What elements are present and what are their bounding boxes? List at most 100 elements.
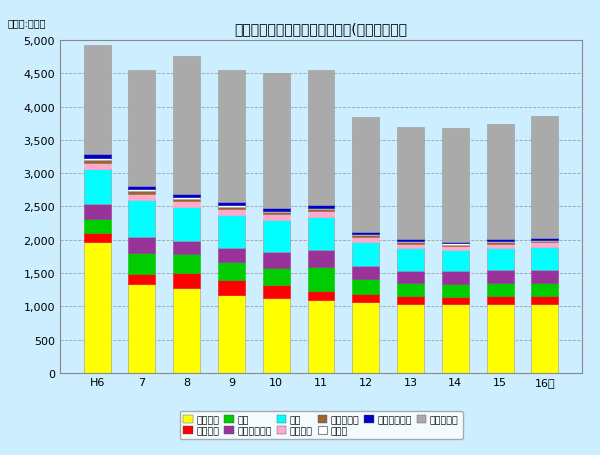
Title: 観光レクリエーション入込客数(実数）の推移: 観光レクリエーション入込客数(実数）の推移 <box>235 22 407 35</box>
Bar <box>442 128 469 242</box>
Bar <box>173 197 200 199</box>
Bar <box>128 254 155 274</box>
Bar <box>173 56 200 194</box>
Bar <box>532 270 558 283</box>
Bar <box>173 207 200 242</box>
Bar <box>532 238 558 240</box>
Bar <box>128 192 155 194</box>
Bar <box>84 205 110 219</box>
Bar <box>263 211 290 212</box>
Bar <box>173 242 200 255</box>
Bar <box>532 243 558 247</box>
Bar <box>84 163 110 170</box>
Bar <box>352 234 379 236</box>
Bar <box>308 267 334 291</box>
Bar <box>442 298 469 305</box>
Bar <box>128 237 155 254</box>
Bar <box>487 304 514 373</box>
Bar <box>128 190 155 192</box>
Bar <box>442 272 469 284</box>
Bar <box>487 243 514 244</box>
Bar <box>128 274 155 285</box>
Bar <box>173 255 200 273</box>
Bar <box>308 217 334 251</box>
Bar <box>397 304 424 373</box>
Bar <box>173 288 200 373</box>
Bar <box>442 244 469 245</box>
Bar <box>352 238 379 242</box>
Bar <box>263 220 290 252</box>
Bar <box>532 240 558 241</box>
Bar <box>397 248 424 271</box>
Bar <box>128 71 155 187</box>
Bar <box>308 208 334 209</box>
Bar <box>352 267 379 280</box>
Bar <box>218 71 245 203</box>
Bar <box>308 301 334 373</box>
Bar <box>263 215 290 220</box>
Bar <box>263 74 290 208</box>
Bar <box>128 187 155 190</box>
Bar <box>84 160 110 163</box>
Bar <box>442 245 469 247</box>
Bar <box>263 285 290 298</box>
Bar <box>173 199 200 202</box>
Bar <box>218 280 245 295</box>
Bar <box>218 248 245 263</box>
Text: （単位:万人）: （単位:万人） <box>8 18 46 28</box>
Bar <box>308 291 334 301</box>
Bar <box>397 239 424 241</box>
Bar <box>308 205 334 208</box>
Bar <box>532 283 558 296</box>
Bar <box>128 285 155 373</box>
Bar <box>532 241 558 243</box>
Bar <box>487 270 514 283</box>
Bar <box>218 206 245 207</box>
Bar <box>397 244 424 248</box>
Bar <box>532 247 558 270</box>
Bar <box>84 219 110 233</box>
Bar <box>84 46 110 155</box>
Bar <box>442 251 469 272</box>
Bar <box>532 116 558 238</box>
Bar <box>352 294 379 303</box>
Bar <box>487 283 514 296</box>
Bar <box>397 241 424 243</box>
Bar <box>487 240 514 242</box>
Bar <box>173 202 200 207</box>
Bar <box>487 125 514 240</box>
Bar <box>218 210 245 216</box>
Bar <box>487 242 514 243</box>
Bar <box>308 251 334 267</box>
Bar <box>84 155 110 158</box>
Bar <box>442 305 469 373</box>
Bar <box>397 296 424 304</box>
Bar <box>442 284 469 298</box>
Bar <box>218 295 245 373</box>
Bar <box>218 263 245 280</box>
Bar <box>263 208 290 211</box>
Bar <box>532 296 558 304</box>
Bar <box>352 242 379 267</box>
Bar <box>397 284 424 296</box>
Bar <box>84 233 110 242</box>
Legend: 伊勢志摩, 吉野熊野, 鈴鹿, 室生赤目青山, 水郷, 伊勢の海, 赤目－志峡, 香肌峡, 奥伊勢宮川峡, 自然公園外: 伊勢志摩, 吉野熊野, 鈴鹿, 室生赤目青山, 水郷, 伊勢の海, 赤目－志峡,… <box>179 411 463 439</box>
Bar <box>84 158 110 160</box>
Bar <box>263 252 290 268</box>
Bar <box>218 216 245 248</box>
Bar <box>173 194 200 197</box>
Bar <box>308 71 334 205</box>
Bar <box>532 304 558 373</box>
Bar <box>442 242 469 244</box>
Bar <box>218 203 245 206</box>
Bar <box>352 303 379 373</box>
Bar <box>218 207 245 210</box>
Bar <box>84 170 110 205</box>
Bar <box>487 296 514 304</box>
Bar <box>308 209 334 212</box>
Bar <box>397 271 424 284</box>
Bar <box>84 242 110 373</box>
Bar <box>442 247 469 251</box>
Bar <box>397 127 424 239</box>
Bar <box>487 248 514 270</box>
